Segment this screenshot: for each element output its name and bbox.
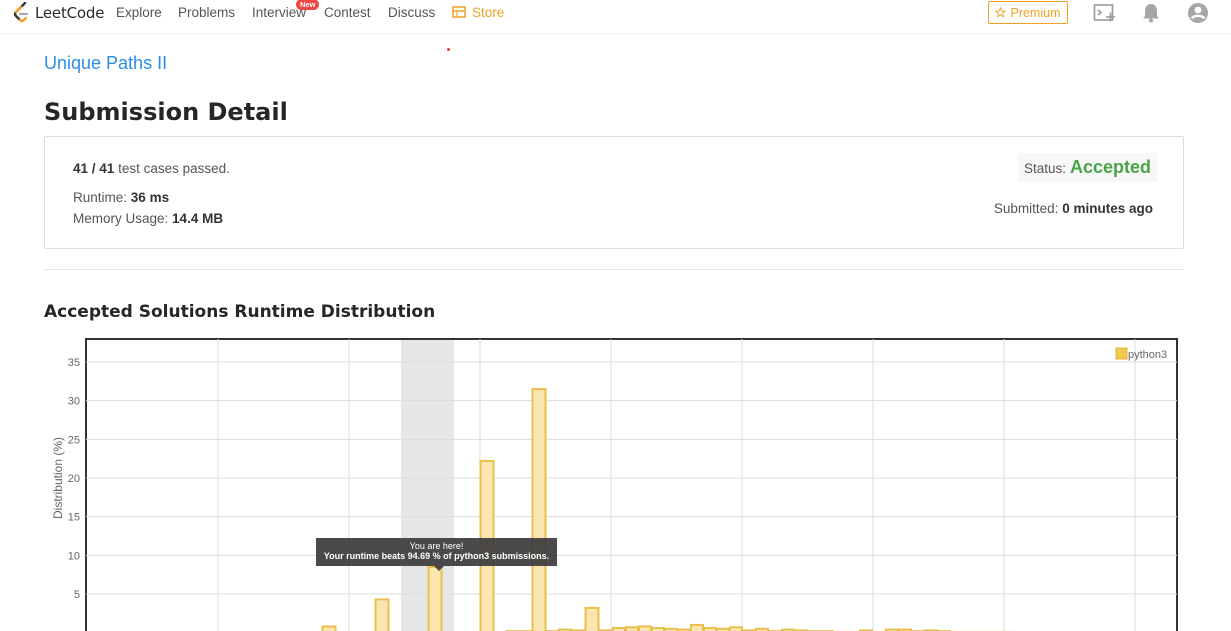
submitted-row: Submitted: 0 minutes ago: [994, 201, 1153, 216]
bar: [586, 608, 599, 631]
status-label: Status:: [1024, 161, 1066, 176]
nav-discuss[interactable]: Discuss: [388, 5, 435, 20]
memory-row: Memory Usage: 14.4 MB: [73, 211, 223, 226]
premium-label: Premium: [1010, 6, 1060, 20]
red-dot: [447, 48, 450, 51]
tooltip-line-2: Your runtime beats 94.69 % of python3 su…: [316, 551, 557, 561]
distribution-title: Accepted Solutions Runtime Distribution: [44, 302, 435, 322]
bar: [376, 599, 389, 631]
test-cases-result: 41 / 41 test cases passed.: [73, 161, 230, 176]
bar: [429, 567, 442, 631]
chart-frame: [86, 339, 1177, 631]
user-avatar-icon[interactable]: [1187, 2, 1209, 24]
submitted-label: Submitted:: [994, 201, 1059, 216]
new-badge: New: [296, 0, 319, 10]
memory-label: Memory Usage:: [73, 211, 168, 226]
memory-value: 14.4 MB: [172, 211, 223, 226]
page-title: Submission Detail: [44, 98, 288, 126]
bar: [626, 627, 638, 631]
nav-explore[interactable]: Explore: [116, 5, 162, 20]
premium-button[interactable]: Premium: [988, 1, 1068, 24]
runtime-value: 36 ms: [131, 190, 169, 205]
submission-summary-card: 41 / 41 test cases passed. Runtime: 36 m…: [44, 136, 1184, 249]
tooltip-line-1: You are here!: [316, 541, 557, 551]
y-axis-label: Distribution (%): [51, 437, 65, 519]
y-tick-label: 20: [68, 473, 80, 485]
bar: [639, 626, 651, 631]
test-cases-count: 41 / 41: [73, 161, 114, 176]
y-tick-label: 15: [68, 512, 80, 524]
submitted-value: 0 minutes ago: [1062, 201, 1153, 216]
y-tick-label: 30: [68, 396, 80, 408]
runtime-distribution-chart: 5 10 15 20 25 30 35 Distribution (%) python3: [40, 338, 1190, 631]
nav-problems[interactable]: Problems: [178, 5, 235, 20]
divider: [44, 269, 1184, 270]
runtime-row: Runtime: 36 ms: [73, 190, 169, 205]
legend-swatch: [1116, 348, 1127, 359]
bar: [533, 389, 546, 631]
runtime-tooltip: You are here! Your runtime beats 94.69 %…: [316, 538, 557, 566]
nav-contest[interactable]: Contest: [324, 5, 371, 20]
y-tick-label: 35: [68, 357, 80, 369]
leetcode-logo-icon: [12, 2, 32, 24]
bar: [691, 625, 703, 631]
status-box: Status: Accepted: [1018, 153, 1157, 182]
bar: [730, 627, 742, 631]
bell-icon[interactable]: [1141, 2, 1161, 24]
top-nav: LeetCode Explore Problems Interview New …: [0, 0, 1231, 34]
playground-icon[interactable]: [1093, 2, 1117, 24]
nav-store[interactable]: Store: [472, 5, 504, 20]
logo-text: LeetCode: [35, 4, 104, 22]
problem-link[interactable]: Unique Paths II: [44, 53, 167, 74]
status-value[interactable]: Accepted: [1070, 157, 1151, 178]
legend-label: python3: [1128, 349, 1167, 361]
store-icon: [452, 5, 466, 19]
test-cases-suffix: test cases passed.: [118, 161, 230, 176]
y-tick-label: 10: [68, 550, 80, 562]
bar: [323, 626, 336, 631]
y-tick-label: 5: [74, 589, 80, 601]
chart-svg: 5 10 15 20 25 30 35 Distribution (%) python3: [40, 338, 1190, 631]
runtime-label: Runtime:: [73, 190, 127, 205]
leetcode-logo[interactable]: LeetCode: [12, 2, 104, 24]
y-tick-label: 25: [68, 434, 80, 446]
star-icon: [995, 7, 1006, 18]
